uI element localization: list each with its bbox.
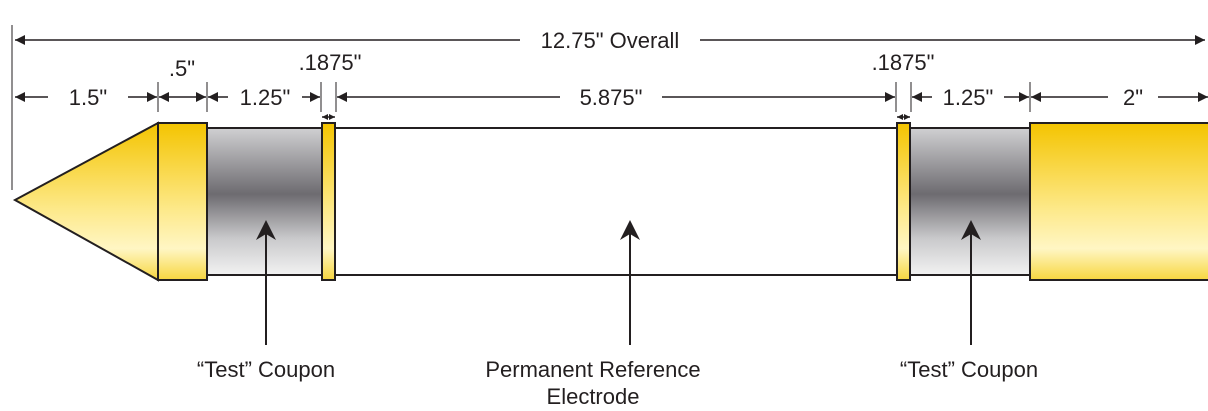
callout-label: Permanent Reference <box>485 357 700 382</box>
callout-label: Electrode <box>547 384 640 409</box>
dimension-label: 5.875" <box>580 85 643 110</box>
overall-label: 12.75" Overall <box>541 28 680 53</box>
callout-label: “Test” Coupon <box>900 357 1038 382</box>
test-coupon <box>206 127 323 276</box>
dimension-label: .5" <box>169 56 195 81</box>
gold-collar <box>157 122 208 281</box>
dimension-label: 1.25" <box>240 85 291 110</box>
extension-lines <box>157 82 1031 112</box>
callout-label: “Test” Coupon <box>197 357 335 382</box>
dimension-label: 1.25" <box>943 85 994 110</box>
dimension-label: 2" <box>1123 85 1143 110</box>
dimension-label: .1875" <box>299 50 362 75</box>
cone-tip <box>12 121 159 282</box>
gold-body <box>1029 122 1208 281</box>
gold-ring <box>321 122 336 281</box>
gold-ring <box>896 122 911 281</box>
dimension-label: .1875" <box>872 50 935 75</box>
dimension-label: 1.5" <box>69 85 107 110</box>
